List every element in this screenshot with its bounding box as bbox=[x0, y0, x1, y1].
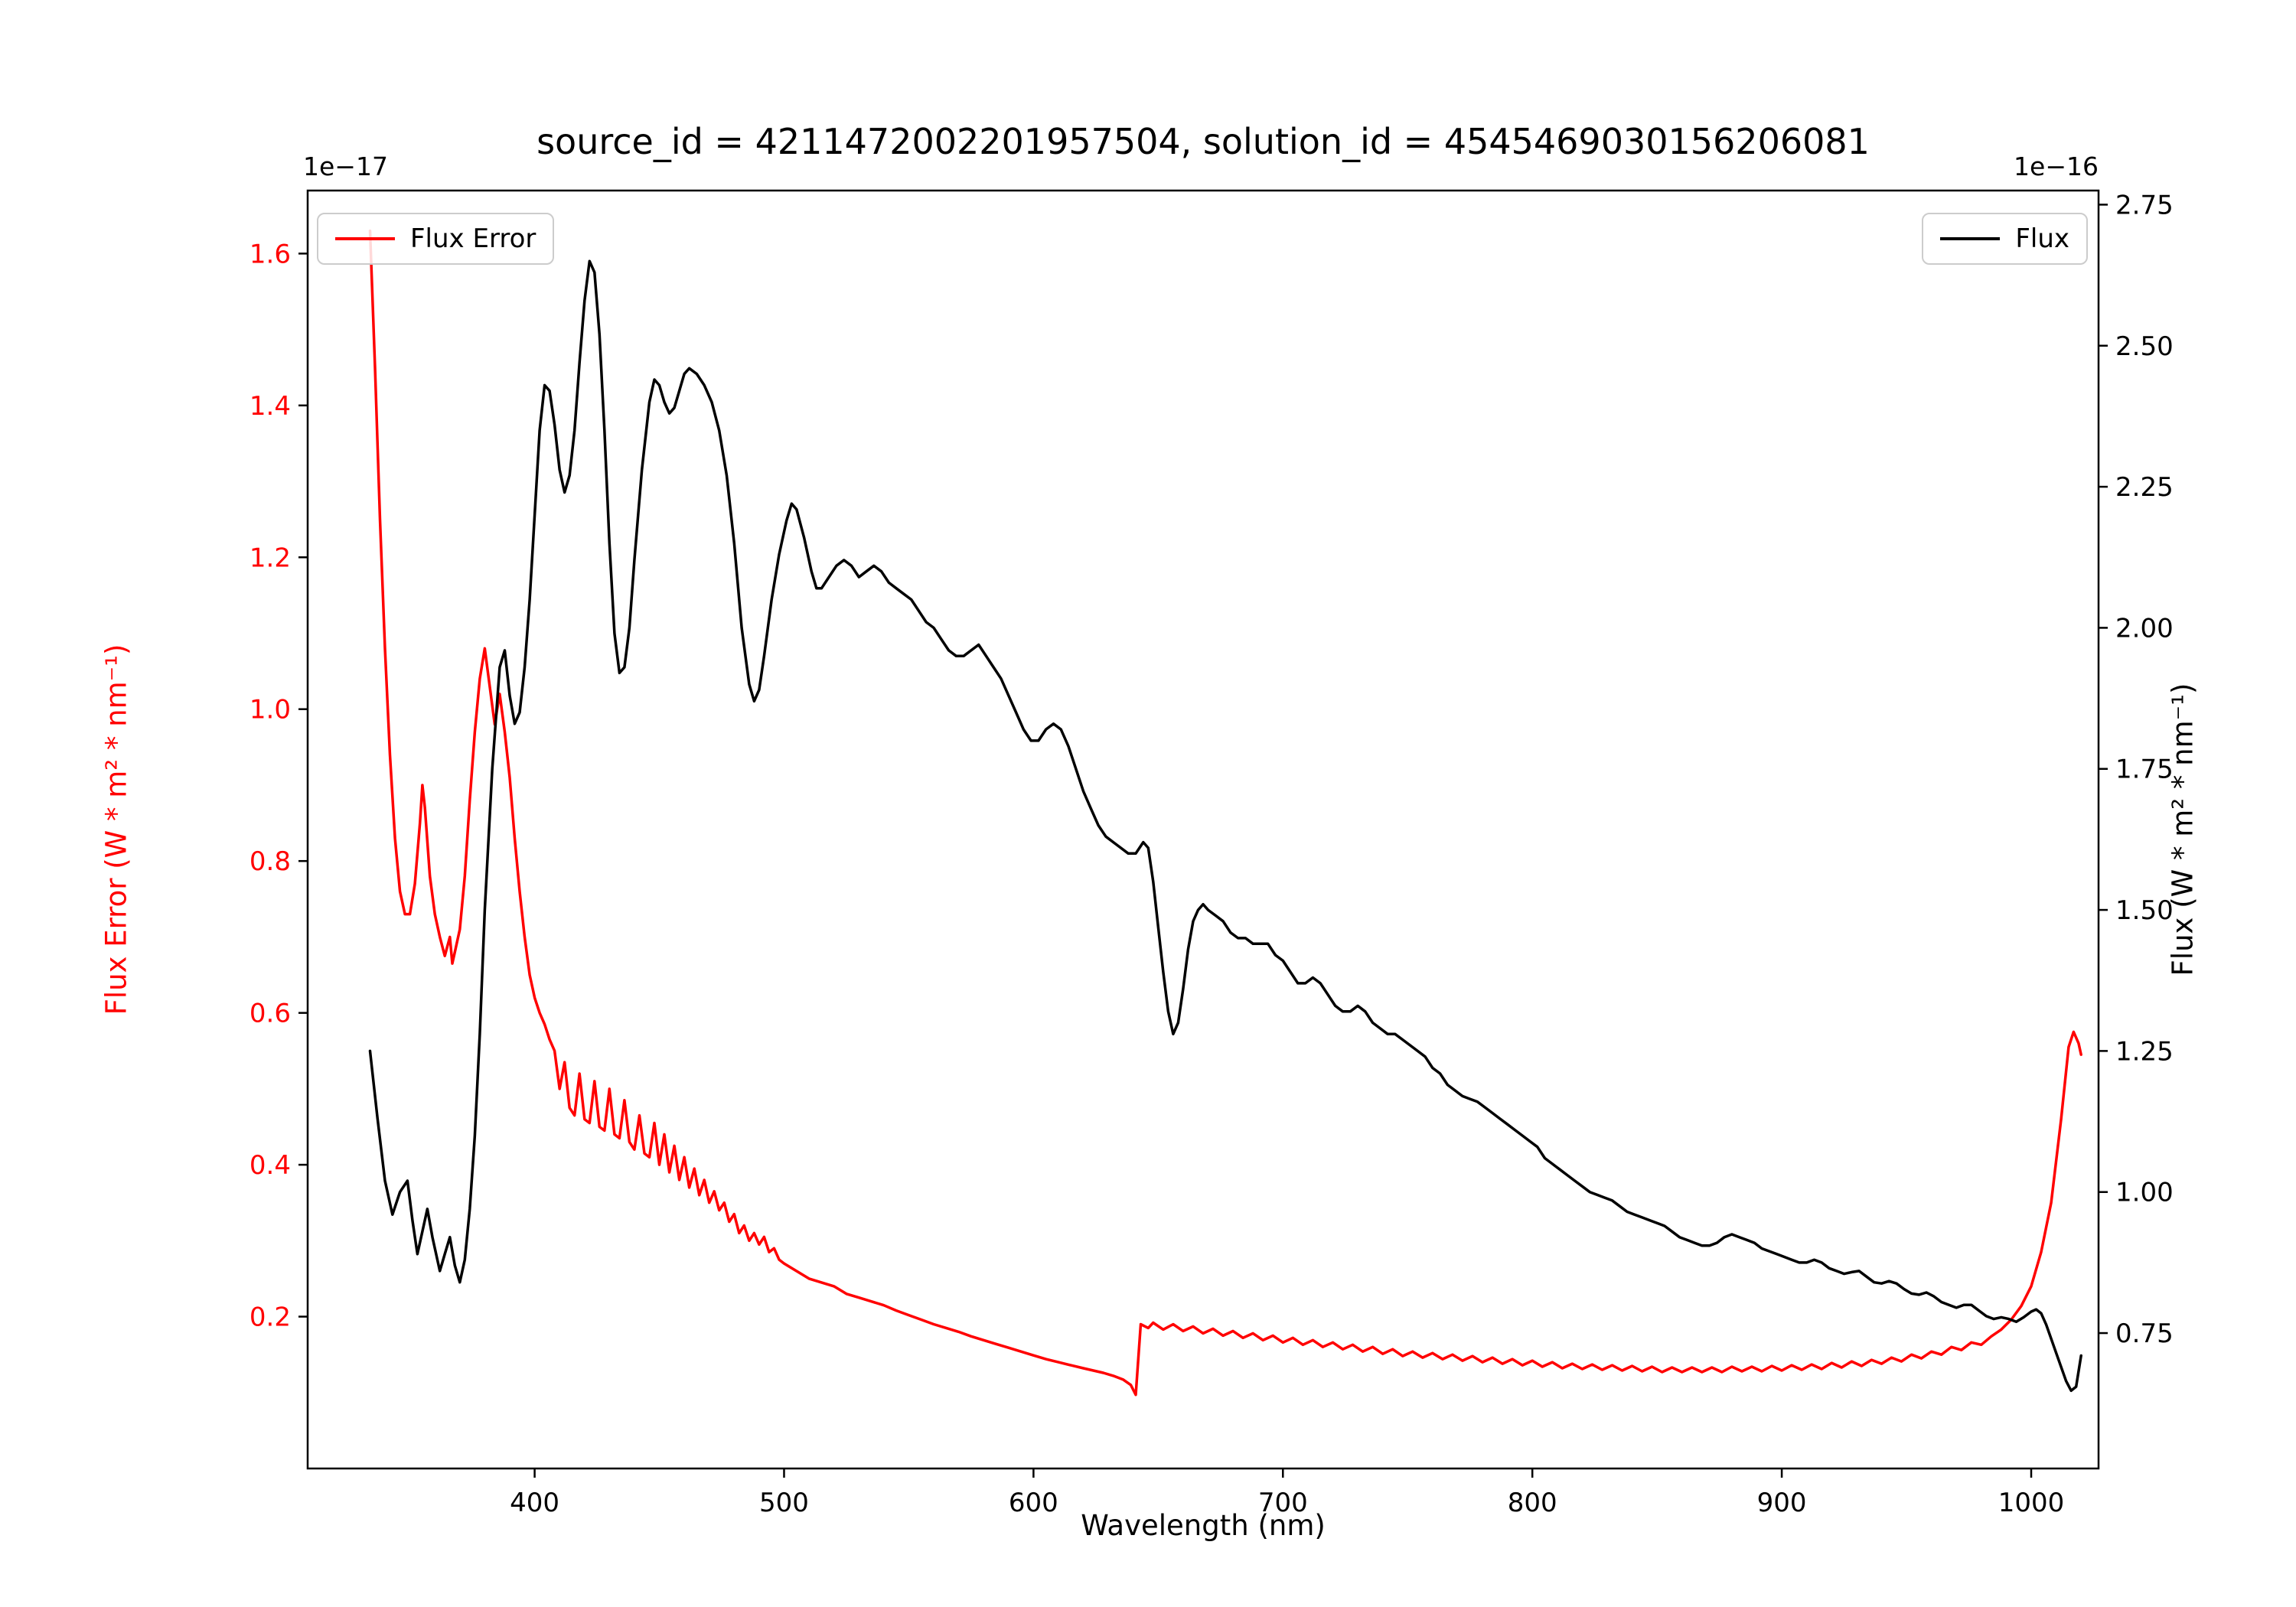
left-y-tick-label: 0.8 bbox=[249, 846, 291, 877]
x-tick-label: 700 bbox=[1258, 1488, 1308, 1518]
legend-flux-error: Flux Error bbox=[317, 213, 555, 265]
right-axis-offset-text: 1e−16 bbox=[2014, 152, 2099, 181]
x-tick-label: 900 bbox=[1757, 1488, 1807, 1518]
left-axis-offset-text: 1e−17 bbox=[303, 152, 388, 181]
x-tick-label: 1000 bbox=[1998, 1488, 2065, 1518]
axes-frame bbox=[306, 189, 2100, 1470]
right-y-tick-label: 1.00 bbox=[2115, 1178, 2174, 1208]
x-tick-label: 800 bbox=[1508, 1488, 1557, 1518]
left-y-tick-label: 0.4 bbox=[249, 1150, 291, 1181]
left-y-tick-label: 1.6 bbox=[249, 239, 291, 269]
x-tick-label: 500 bbox=[759, 1488, 809, 1518]
x-axis-title: Wavelength (nm) bbox=[1081, 1509, 1326, 1542]
flux-error-line-swatch bbox=[335, 237, 395, 240]
right-y-tick-label: 1.75 bbox=[2115, 755, 2174, 785]
x-tick-label: 600 bbox=[1009, 1488, 1058, 1518]
left-y-tick-label: 0.6 bbox=[249, 999, 291, 1029]
left-y-tick-label: 0.2 bbox=[249, 1302, 291, 1333]
left-y-tick-label: 1.0 bbox=[249, 695, 291, 725]
x-tick-label: 400 bbox=[510, 1488, 559, 1518]
series-line-flux bbox=[368, 259, 2082, 1393]
right-y-tick-label: 0.75 bbox=[2115, 1319, 2174, 1349]
chart-title: source_id = 4211472002201957504, solutio… bbox=[536, 121, 1870, 162]
right-y-tick-label: 2.00 bbox=[2115, 613, 2174, 644]
legend-flux: Flux bbox=[1922, 213, 2088, 265]
legend-flux-error-label: Flux Error bbox=[410, 223, 536, 254]
right-y-tick-label: 2.75 bbox=[2115, 190, 2174, 220]
flux-line-swatch bbox=[1940, 237, 2001, 240]
right-y-tick-label: 2.50 bbox=[2115, 331, 2174, 362]
right-y-tick-label: 2.25 bbox=[2115, 472, 2174, 503]
left-y-tick-label: 1.2 bbox=[249, 543, 291, 573]
left-y-axis-title: Flux Error (W * m² * nm⁻¹) bbox=[99, 644, 133, 1015]
legend-flux-label: Flux bbox=[2015, 223, 2069, 254]
left-y-tick-label: 1.4 bbox=[249, 391, 291, 422]
right-y-axis-title: Flux (W * m² * nm⁻¹) bbox=[2166, 683, 2200, 976]
right-y-tick-label: 1.25 bbox=[2115, 1036, 2174, 1067]
series-line-flux-error bbox=[368, 229, 2082, 1397]
right-y-tick-label: 1.50 bbox=[2115, 895, 2174, 926]
